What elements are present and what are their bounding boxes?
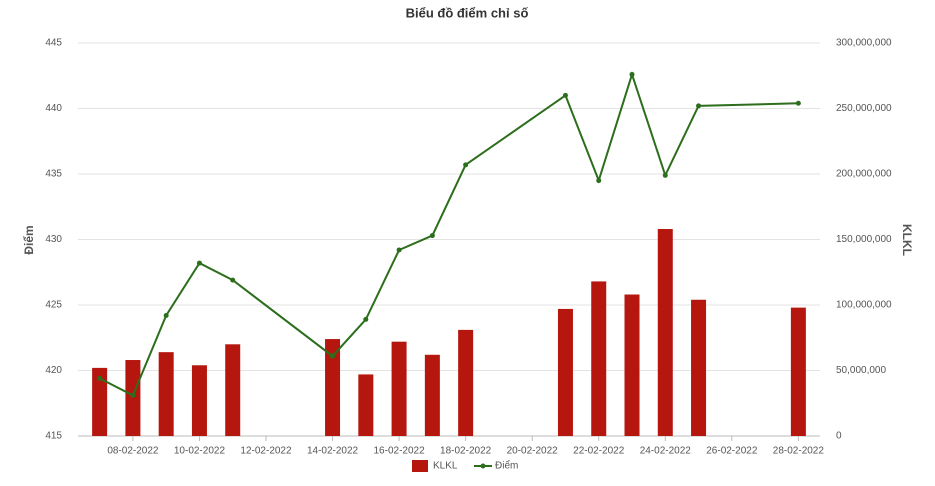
x-tick-label: 12-02-2022: [240, 446, 292, 457]
bar: [591, 281, 607, 436]
y2-tick-label: 50,000,000: [836, 365, 886, 376]
legend-swatch: [412, 460, 428, 472]
point: [562, 92, 568, 98]
y2-tick-label: 200,000,000: [836, 169, 892, 180]
point: [463, 162, 469, 168]
y2-tick-label: 300,000,000: [836, 38, 892, 49]
bar: [391, 341, 407, 436]
y2-tick-label: 150,000,000: [836, 234, 892, 245]
point: [97, 375, 103, 381]
bar: [557, 308, 573, 436]
y-tick-label: 440: [45, 103, 62, 114]
y2-tick-label: 250,000,000: [836, 103, 892, 114]
bar: [458, 329, 474, 436]
point: [795, 100, 801, 106]
x-tick-label: 08-02-2022: [107, 446, 159, 457]
y-tick-label: 425: [45, 300, 62, 311]
y-tick-label: 435: [45, 169, 62, 180]
bar: [158, 352, 174, 436]
bar: [358, 374, 374, 436]
x-tick-label: 16-02-2022: [374, 446, 426, 457]
legend-label: Điểm: [495, 460, 518, 472]
point: [330, 353, 336, 359]
point: [363, 316, 369, 322]
x-tick-label: 28-02-2022: [773, 446, 825, 457]
y-tick-label: 420: [45, 365, 62, 376]
point: [696, 103, 702, 109]
point: [629, 71, 635, 77]
point: [429, 233, 435, 239]
point: [163, 312, 169, 318]
y2-tick-label: 100,000,000: [836, 300, 892, 311]
point: [130, 392, 136, 398]
y-axis-title: Điểm: [22, 225, 36, 254]
x-tick-label: 22-02-2022: [573, 446, 625, 457]
point: [230, 277, 236, 283]
line: [99, 71, 799, 397]
bar: [325, 339, 341, 436]
bar: [624, 294, 640, 436]
bar: [691, 299, 707, 436]
legend-swatch: [480, 463, 486, 469]
y2-tick-label: 0: [836, 431, 842, 442]
y-tick-label: 415: [45, 431, 62, 442]
point: [396, 247, 402, 253]
bar: [92, 367, 108, 436]
y-tick-label: 430: [45, 234, 62, 245]
bar: [125, 360, 141, 436]
bar: [790, 307, 806, 436]
chart-title: Biểu đồ điểm chỉ số: [406, 5, 529, 20]
bar: [225, 344, 241, 436]
x-tick-label: 10-02-2022: [174, 446, 226, 457]
legend-label: KLKL: [433, 461, 458, 472]
point: [662, 172, 668, 178]
x-tick-label: 24-02-2022: [640, 446, 692, 457]
y-tick-label: 445: [45, 38, 62, 49]
bar: [424, 354, 440, 436]
x-tick-label: 18-02-2022: [440, 446, 492, 457]
point: [196, 260, 202, 266]
x-tick-label: 26-02-2022: [706, 446, 758, 457]
bar: [657, 229, 673, 436]
x-tick-label: 20-02-2022: [507, 446, 559, 457]
x-tick-label: 14-02-2022: [307, 446, 359, 457]
bar: [191, 365, 207, 436]
point: [596, 178, 602, 184]
y2-axis-title: KLKL: [900, 224, 914, 256]
